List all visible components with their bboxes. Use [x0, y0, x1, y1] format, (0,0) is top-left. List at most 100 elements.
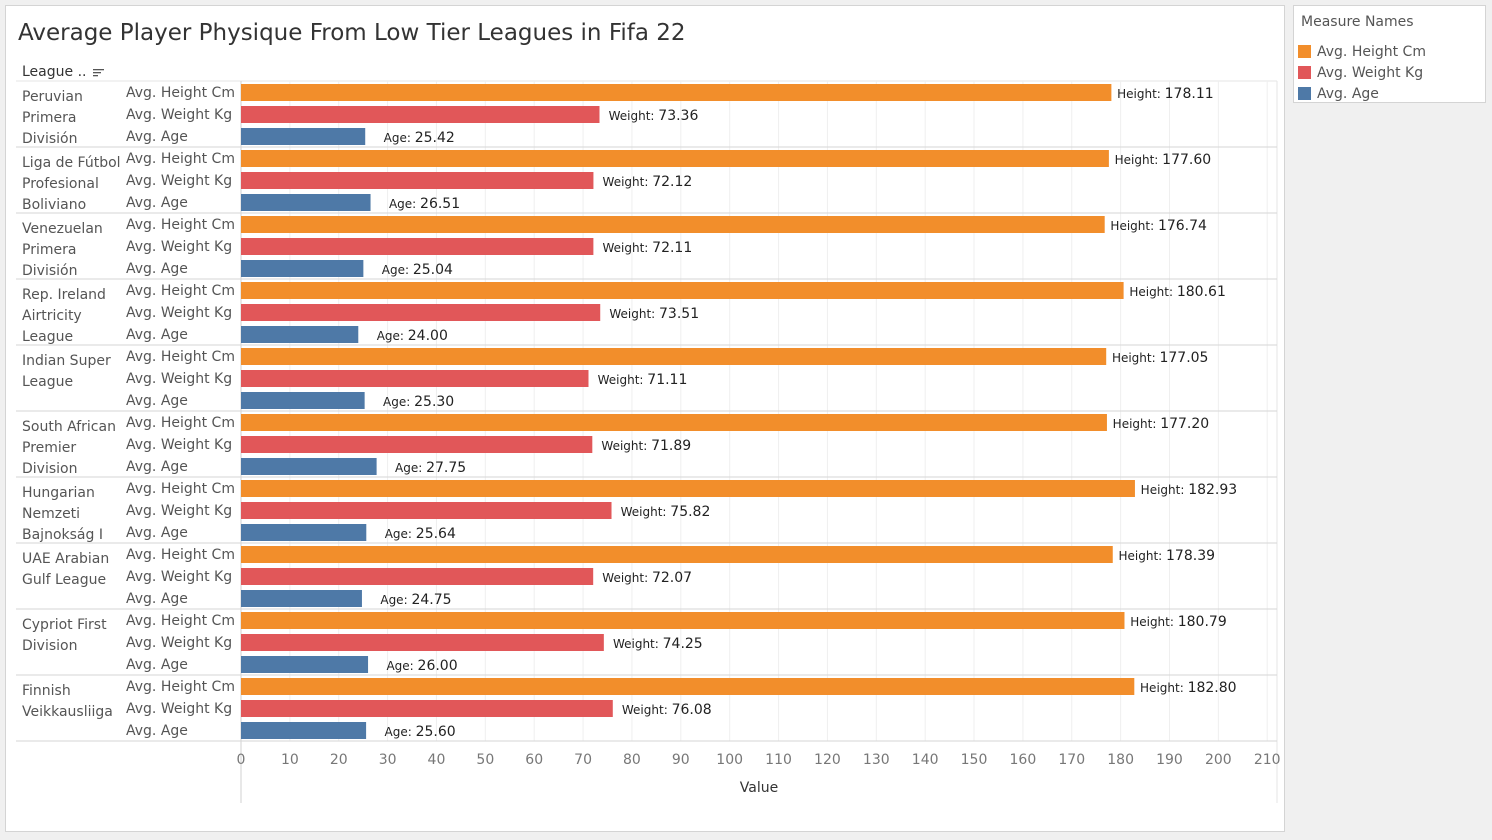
bar-peruvian-primera-division-age: [241, 128, 366, 145]
category-label-indian-super-league-line-1: Indian Super: [22, 353, 111, 369]
legend-label-weight: Avg. Weight Kg: [1317, 64, 1424, 81]
measure-label-south-african-premier-division-age: Avg. Age: [126, 459, 188, 475]
category-label-indian-super-league-line-2: League: [22, 374, 73, 390]
x-tick-label-10: 10: [281, 752, 299, 768]
data-label-venezuelan-primera-division-height: Height: 176.74: [1110, 218, 1207, 234]
data-label-liga-de-futbol-profesional-boliviano-height: Height: 177.60: [1115, 152, 1212, 168]
data-label-venezuelan-primera-division-weight: Weight: 72.11: [603, 240, 693, 256]
measure-label-south-african-premier-division-height: Avg. Height Cm: [126, 415, 235, 431]
measure-label-rep-ireland-airtricity-league-weight: Avg. Weight Kg: [126, 305, 232, 321]
measure-label-liga-de-futbol-profesional-boliviano-age: Avg. Age: [126, 195, 188, 211]
data-label-hungarian-nemzeti-bajnoksag-i-weight: Weight: 75.82: [621, 504, 711, 520]
legend-item-height[interactable]: Avg. Height Cm: [1298, 41, 1481, 62]
category-label-venezuelan-primera-division-line-1: Venezuelan: [22, 221, 103, 237]
bar-rep-ireland-airtricity-league-age: [241, 326, 359, 343]
data-label-rep-ireland-airtricity-league-age: Age: 24.00: [377, 328, 448, 344]
bar-rep-ireland-airtricity-league-height: [241, 282, 1124, 299]
category-label-south-african-premier-division-line-1: South African: [22, 419, 116, 435]
data-label-rep-ireland-airtricity-league-height: Height: 180.61: [1129, 284, 1226, 300]
measure-label-south-african-premier-division-weight: Avg. Weight Kg: [126, 437, 232, 453]
worksheet: Average Player Physique From Low Tier Le…: [5, 5, 1285, 832]
category-label-venezuelan-primera-division-line-2: Primera: [22, 242, 76, 258]
bar-cypriot-first-division-height: [241, 612, 1125, 629]
legend-label-age: Avg. Age: [1317, 85, 1379, 102]
measure-label-peruvian-primera-division-weight: Avg. Weight Kg: [126, 107, 232, 123]
x-tick-label-110: 110: [765, 752, 792, 768]
x-tick-label-0: 0: [237, 752, 246, 768]
bar-finnish-veikkausliiga-height: [241, 678, 1135, 695]
measure-label-rep-ireland-airtricity-league-height: Avg. Height Cm: [126, 283, 235, 299]
legend[interactable]: Measure Names Avg. Height Cm Avg. Weight…: [1293, 5, 1486, 103]
data-label-indian-super-league-height: Height: 177.05: [1112, 350, 1209, 366]
x-tick-label-70: 70: [574, 752, 592, 768]
x-tick-label-140: 140: [912, 752, 939, 768]
data-label-south-african-premier-division-weight: Weight: 71.89: [601, 438, 691, 454]
data-label-uae-arabian-gulf-league-age: Age: 24.75: [380, 592, 451, 608]
category-label-peruvian-primera-division-line-1: Peruvian: [22, 89, 83, 105]
legend-label-height: Avg. Height Cm: [1317, 43, 1426, 60]
data-label-peruvian-primera-division-age: Age: 25.42: [384, 130, 455, 146]
bar-rep-ireland-airtricity-league-weight: [241, 304, 601, 321]
category-label-rep-ireland-airtricity-league-line-1: Rep. Ireland: [22, 287, 106, 303]
bar-cypriot-first-division-weight: [241, 634, 604, 651]
legend-item-age[interactable]: Avg. Age: [1298, 83, 1481, 104]
measure-label-cypriot-first-division-age: Avg. Age: [126, 657, 188, 673]
legend-swatch-weight: [1298, 66, 1311, 79]
measure-label-finnish-veikkausliiga-age: Avg. Age: [126, 723, 188, 739]
bar-indian-super-league-weight: [241, 370, 589, 387]
bar-indian-super-league-age: [241, 392, 365, 409]
bar-liga-de-futbol-profesional-boliviano-height: [241, 150, 1109, 167]
bar-uae-arabian-gulf-league-height: [241, 546, 1113, 563]
x-tick-label-160: 160: [1010, 752, 1037, 768]
sort-descending-icon[interactable]: [93, 69, 104, 77]
measure-label-indian-super-league-height: Avg. Height Cm: [126, 349, 235, 365]
legend-title: Measure Names: [1301, 14, 1414, 30]
bar-chart: League .. Peruvian Primera División Avg. Hei…: [16, 64, 1281, 803]
bar-liga-de-futbol-profesional-boliviano-weight: [241, 172, 594, 189]
measure-label-liga-de-futbol-profesional-boliviano-height: Avg. Height Cm: [126, 151, 235, 167]
bar-south-african-premier-division-height: [241, 414, 1107, 431]
legend-swatch-height: [1298, 45, 1311, 58]
bar-hungarian-nemzeti-bajnoksag-i-age: [241, 524, 367, 541]
x-tick-label-20: 20: [330, 752, 348, 768]
bar-liga-de-futbol-profesional-boliviano-age: [241, 194, 371, 211]
data-label-uae-arabian-gulf-league-weight: Weight: 72.07: [602, 570, 692, 586]
x-tick-label-190: 190: [1156, 752, 1183, 768]
bar-peruvian-primera-division-height: [241, 84, 1112, 101]
category-label-finnish-veikkausliiga-line-2: Veikkausliiga: [22, 704, 113, 720]
x-tick-label-100: 100: [716, 752, 743, 768]
bar-cypriot-first-division-age: [241, 656, 369, 673]
measure-label-venezuelan-primera-division-age: Avg. Age: [126, 261, 188, 277]
category-label-south-african-premier-division-line-2: Premier: [22, 440, 76, 456]
x-tick-label-180: 180: [1107, 752, 1134, 768]
row-header-label: League ..: [22, 64, 86, 80]
bar-finnish-veikkausliiga-age: [241, 722, 367, 739]
measure-label-cypriot-first-division-height: Avg. Height Cm: [126, 613, 235, 629]
data-label-south-african-premier-division-age: Age: 27.75: [395, 460, 466, 476]
data-label-peruvian-primera-division-height: Height: 178.11: [1117, 86, 1214, 102]
data-label-liga-de-futbol-profesional-boliviano-weight: Weight: 72.12: [603, 174, 693, 190]
data-label-cypriot-first-division-weight: Weight: 74.25: [613, 636, 703, 652]
x-tick-label-90: 90: [672, 752, 690, 768]
bar-peruvian-primera-division-weight: [241, 106, 600, 123]
x-tick-label-60: 60: [525, 752, 543, 768]
category-label-liga-de-futbol-profesional-boliviano-line-3: Boliviano: [22, 197, 86, 213]
legend-item-weight[interactable]: Avg. Weight Kg: [1298, 62, 1481, 83]
measure-label-uae-arabian-gulf-league-height: Avg. Height Cm: [126, 547, 235, 563]
measure-label-finnish-veikkausliiga-height: Avg. Height Cm: [126, 679, 235, 695]
category-label-hungarian-nemzeti-bajnoksag-i-line-2: Nemzeti: [22, 506, 80, 522]
measure-label-hungarian-nemzeti-bajnoksag-i-height: Avg. Height Cm: [126, 481, 235, 497]
bar-uae-arabian-gulf-league-weight: [241, 568, 594, 585]
data-label-peruvian-primera-division-weight: Weight: 73.36: [609, 108, 699, 124]
data-label-finnish-veikkausliiga-height: Height: 182.80: [1140, 680, 1237, 696]
data-label-hungarian-nemzeti-bajnoksag-i-age: Age: 25.64: [385, 526, 456, 542]
category-label-south-african-premier-division-line-3: Division: [22, 461, 77, 477]
x-tick-label-170: 170: [1058, 752, 1085, 768]
x-tick-label-80: 80: [623, 752, 641, 768]
legend-items: Avg. Height Cm Avg. Weight Kg Avg. Age: [1298, 41, 1481, 104]
data-label-finnish-veikkausliiga-age: Age: 25.60: [385, 724, 456, 740]
category-label-peruvian-primera-division-line-3: División: [22, 131, 77, 147]
category-label-cypriot-first-division-line-1: Cypriot First: [22, 617, 107, 633]
measure-label-uae-arabian-gulf-league-weight: Avg. Weight Kg: [126, 569, 232, 585]
bar-venezuelan-primera-division-age: [241, 260, 364, 277]
